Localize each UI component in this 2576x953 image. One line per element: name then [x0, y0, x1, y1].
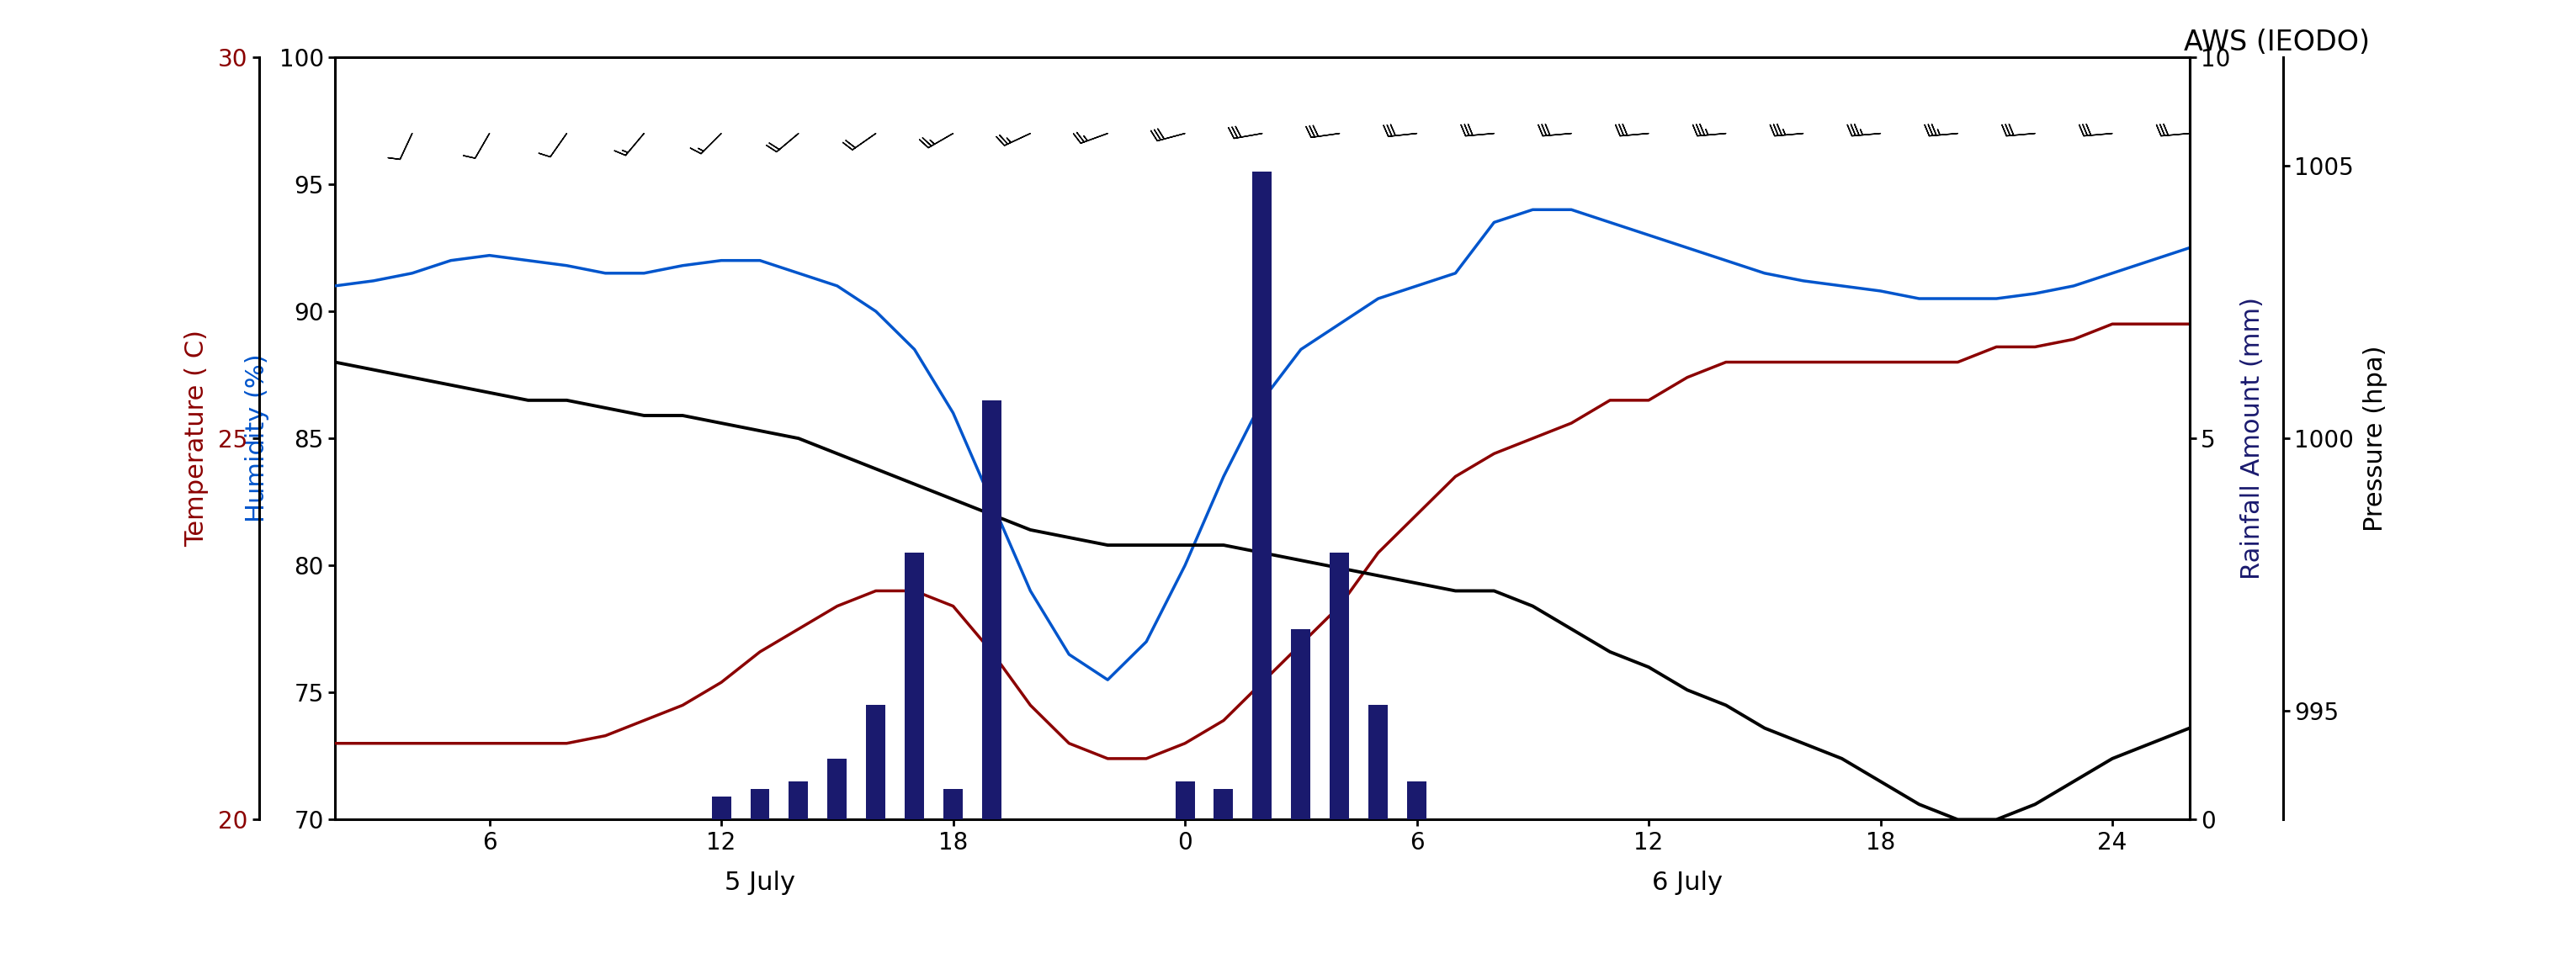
Bar — [1213, 789, 1234, 820]
Bar — [1252, 172, 1273, 820]
Text: 6 July: 6 July — [1651, 870, 1723, 895]
Y-axis label: Rainfall Amount (mm): Rainfall Amount (mm) — [2239, 297, 2264, 579]
Bar — [750, 789, 770, 820]
Bar — [827, 759, 848, 820]
Y-axis label: Temperature ( C): Temperature ( C) — [183, 330, 209, 547]
Text: AWS (IEODO): AWS (IEODO) — [2184, 29, 2370, 56]
Bar — [866, 705, 886, 820]
Y-axis label: Humidity (%): Humidity (%) — [245, 354, 270, 523]
Bar — [1406, 781, 1427, 820]
Bar — [711, 797, 732, 820]
Text: 5 July: 5 July — [724, 870, 796, 895]
Bar — [943, 789, 963, 820]
Bar — [981, 400, 1002, 820]
Bar — [1175, 781, 1195, 820]
Bar — [1329, 553, 1350, 820]
Bar — [1291, 629, 1311, 820]
Y-axis label: Pressure (hpa): Pressure (hpa) — [2362, 345, 2388, 532]
Bar — [904, 553, 925, 820]
Bar — [788, 781, 809, 820]
Bar — [1368, 705, 1388, 820]
